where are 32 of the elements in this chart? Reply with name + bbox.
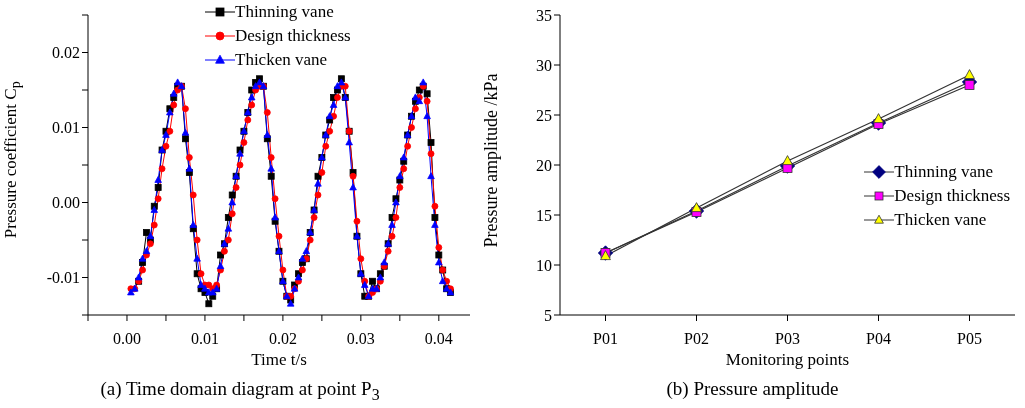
y-tick-label: 0.00 (52, 194, 80, 212)
legend-label: Design thickness (894, 186, 1010, 206)
y-tick-label: 0.02 (52, 44, 80, 62)
y-tick-label: 25 (536, 106, 552, 124)
y-tick-label: 0.01 (52, 119, 80, 137)
x-tick-label: 0.00 (112, 330, 141, 348)
y-axis-title: Pressure amplitude /kPa (481, 73, 503, 247)
x-axis-title: Time t/s (250, 350, 308, 370)
x-tick-label: 0.01 (190, 330, 219, 348)
y-tick-label: 10 (536, 256, 552, 274)
x-axis-title: Monitoring points (724, 350, 851, 370)
x-tick-label: P05 (957, 330, 982, 348)
text: (a) Time domain diagram at point P$_{3}$ (99, 378, 381, 404)
x-tick-label: P03 (775, 330, 800, 348)
y-tick-label: 15 (536, 206, 552, 224)
y-tick-label: -0.01 (46, 269, 80, 287)
legend-label: Design thickness (235, 26, 351, 46)
legend-label: Thicken vane (894, 210, 987, 230)
y-tick-label: 5 (544, 306, 552, 324)
y-tick-label: 20 (536, 156, 552, 174)
x-tick-label: 0.02 (268, 330, 297, 348)
x-tick-label: 0.03 (346, 330, 375, 348)
legend-label: Thinning vane (894, 162, 993, 182)
text: (b) Pressure amplitude (665, 378, 840, 400)
y-tick-label: 35 (536, 6, 552, 24)
legend-label: Thinning vane (235, 2, 334, 22)
y-tick-label: 30 (536, 56, 552, 74)
x-tick-label: 0.04 (424, 330, 453, 348)
x-tick-label: P02 (684, 330, 709, 348)
x-tick-label: P01 (593, 330, 618, 348)
x-tick-label: P04 (866, 330, 891, 348)
legend-label: Thicken vane (235, 50, 328, 70)
